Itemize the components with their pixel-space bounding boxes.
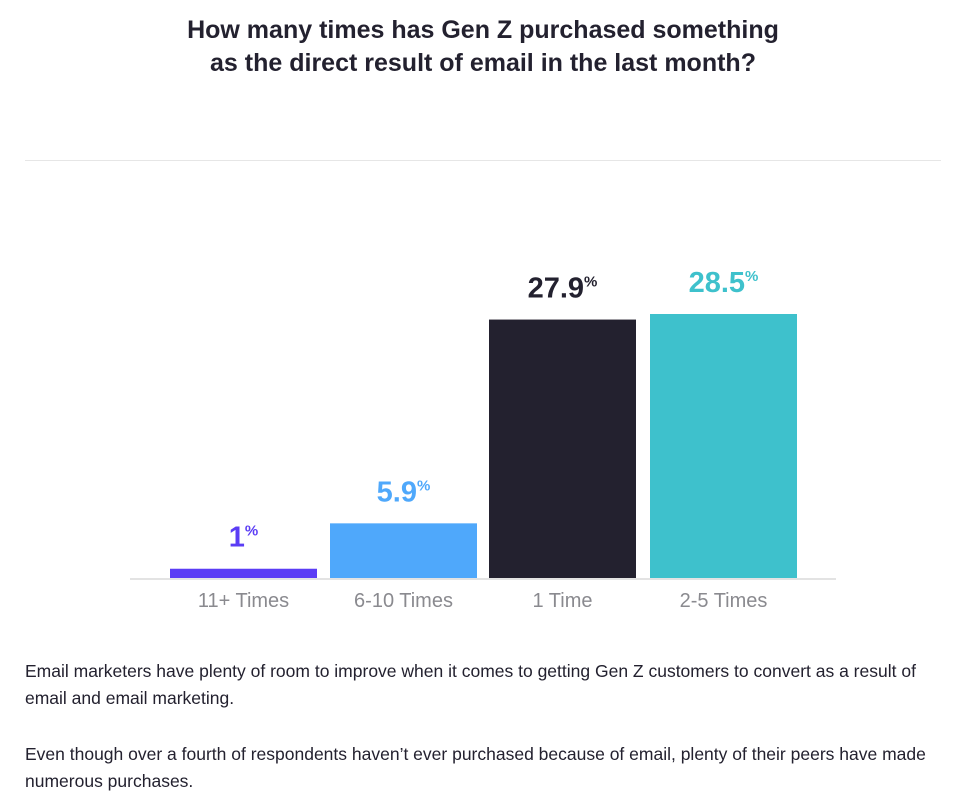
- data-label-3: 28.5%: [689, 267, 759, 299]
- data-label-0: 1%: [229, 522, 258, 554]
- category-label-0: 11+ Times: [198, 590, 289, 612]
- category-label-2: 1 Time: [532, 590, 592, 612]
- bar-chart: 1% 11+ Times 5.9% 6-10 Times 27.9% 1 Time 28.5…: [130, 267, 836, 612]
- divider: [25, 160, 941, 161]
- category-label-1: 6-10 Times: [354, 590, 453, 612]
- title-line-2: as the direct result of email in the las…: [210, 49, 756, 77]
- data-label-2: 27.9%: [528, 273, 598, 305]
- paragraph-1: Email marketers have plenty of room to i…: [25, 661, 916, 708]
- category-label-3: 2-5 Times: [680, 590, 768, 612]
- title-line-1: How many times has Gen Z purchased somet…: [187, 16, 779, 44]
- bar-1: [330, 523, 477, 578]
- data-label-1: 5.9%: [377, 476, 431, 508]
- bar-2: [489, 319, 636, 578]
- paragraph-2: Even though over a fourth of respondents…: [25, 744, 926, 791]
- bar-0: [170, 568, 317, 578]
- chart-title: How many times has Gen Z purchased somet…: [0, 14, 966, 80]
- bar-3: [650, 314, 797, 578]
